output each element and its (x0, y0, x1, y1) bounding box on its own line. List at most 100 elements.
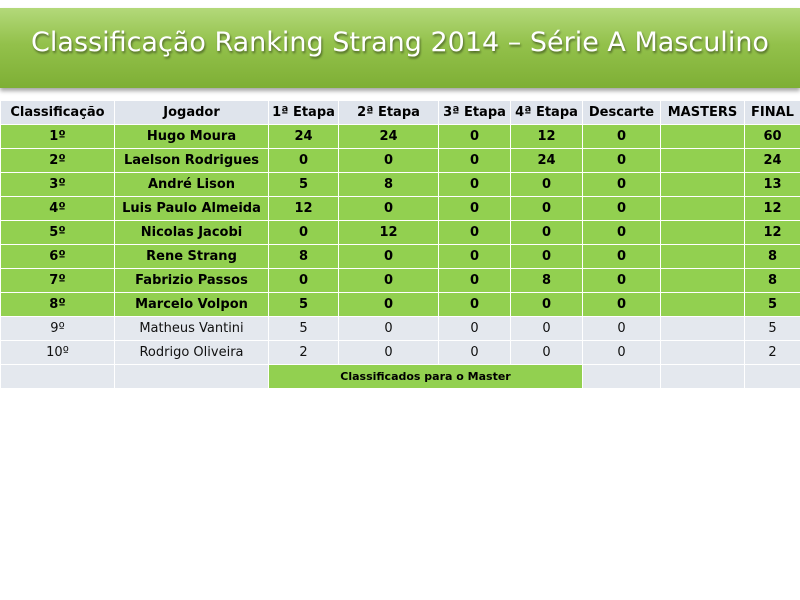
player-name: Luis Paulo Almeida (114, 196, 269, 221)
player-name: Rene Strang (114, 244, 269, 269)
legend-qualified: Classificados para o Master (268, 364, 583, 389)
legend-row: Classificados para o Master (0, 364, 800, 389)
etapa-1-score: 5 (268, 292, 339, 317)
etapa-2-score: 0 (338, 268, 439, 293)
etapa-2-score: 0 (338, 340, 439, 365)
etapa-4-score: 0 (510, 244, 583, 269)
table-row: 5º Nicolas Jacobi 0 12 0 0 0 12 (0, 220, 800, 245)
etapa-4-score: 12 (510, 124, 583, 149)
legend-spacer (114, 364, 269, 389)
descarte-score: 0 (582, 196, 661, 221)
masters-score (660, 124, 745, 149)
descarte-score: 0 (582, 316, 661, 341)
etapa-2-score: 8 (338, 172, 439, 197)
etapa-1-score: 0 (268, 148, 339, 173)
ranking-position: 2º (0, 148, 115, 173)
player-name: André Lison (114, 172, 269, 197)
final-score: 5 (744, 316, 800, 341)
descarte-score: 0 (582, 124, 661, 149)
etapa-2-score: 0 (338, 196, 439, 221)
etapa-3-score: 0 (438, 292, 511, 317)
player-name: Rodrigo Oliveira (114, 340, 269, 365)
etapa-4-score: 24 (510, 148, 583, 173)
final-score: 24 (744, 148, 800, 173)
etapa-1-score: 0 (268, 268, 339, 293)
legend-spacer (0, 364, 115, 389)
masters-score (660, 244, 745, 269)
masters-score (660, 220, 745, 245)
ranking-position: 7º (0, 268, 115, 293)
etapa-3-score: 0 (438, 244, 511, 269)
final-score: 5 (744, 292, 800, 317)
etapa-2-score: 0 (338, 292, 439, 317)
etapa-4-score: 0 (510, 316, 583, 341)
player-name: Hugo Moura (114, 124, 269, 149)
etapa-3-score: 0 (438, 196, 511, 221)
table-row: 4º Luis Paulo Almeida 12 0 0 0 0 12 (0, 196, 800, 221)
ranking-position: 10º (0, 340, 115, 365)
column-header-etapa-3: 3ª Etapa (438, 100, 511, 125)
ranking-table: Classificação Jogador 1ª Etapa 2ª Etapa … (0, 100, 800, 389)
header-row: Classificação Jogador 1ª Etapa 2ª Etapa … (0, 100, 800, 125)
final-score: 12 (744, 220, 800, 245)
descarte-score: 0 (582, 220, 661, 245)
etapa-3-score: 0 (438, 220, 511, 245)
descarte-score: 0 (582, 148, 661, 173)
player-name: Marcelo Volpon (114, 292, 269, 317)
table-row: 10º Rodrigo Oliveira 2 0 0 0 0 2 (0, 340, 800, 365)
descarte-score: 0 (582, 340, 661, 365)
table-row: 3º André Lison 5 8 0 0 0 13 (0, 172, 800, 197)
ranking-position: 1º (0, 124, 115, 149)
column-header-final: FINAL (744, 100, 800, 125)
table-row: 6º Rene Strang 8 0 0 0 0 8 (0, 244, 800, 269)
player-name: Fabrizio Passos (114, 268, 269, 293)
etapa-1-score: 0 (268, 220, 339, 245)
etapa-2-score: 24 (338, 124, 439, 149)
column-header-etapa-4: 4ª Etapa (510, 100, 583, 125)
table-row: 8º Marcelo Volpon 5 0 0 0 0 5 (0, 292, 800, 317)
etapa-3-score: 0 (438, 340, 511, 365)
ranking-position: 5º (0, 220, 115, 245)
table-row: 1º Hugo Moura 24 24 0 12 0 60 (0, 124, 800, 149)
table-row: 2º Laelson Rodrigues 0 0 0 24 0 24 (0, 148, 800, 173)
ranking-position: 8º (0, 292, 115, 317)
ranking-position: 9º (0, 316, 115, 341)
final-score: 60 (744, 124, 800, 149)
etapa-2-score: 0 (338, 244, 439, 269)
ranking-position: 6º (0, 244, 115, 269)
ranking-position: 4º (0, 196, 115, 221)
column-header-jogador: Jogador (114, 100, 269, 125)
final-score: 8 (744, 268, 800, 293)
etapa-1-score: 5 (268, 316, 339, 341)
masters-score (660, 196, 745, 221)
table-row: 7º Fabrizio Passos 0 0 0 8 0 8 (0, 268, 800, 293)
etapa-1-score: 5 (268, 172, 339, 197)
column-header-descarte: Descarte (582, 100, 661, 125)
etapa-4-score: 0 (510, 172, 583, 197)
table-row: 9º Matheus Vantini 5 0 0 0 0 5 (0, 316, 800, 341)
masters-score (660, 292, 745, 317)
masters-score (660, 268, 745, 293)
descarte-score: 0 (582, 244, 661, 269)
etapa-4-score: 0 (510, 196, 583, 221)
final-score: 12 (744, 196, 800, 221)
column-header-classificacao: Classificação (0, 100, 115, 125)
masters-score (660, 316, 745, 341)
player-name: Laelson Rodrigues (114, 148, 269, 173)
etapa-4-score: 8 (510, 268, 583, 293)
descarte-score: 0 (582, 292, 661, 317)
title-banner (0, 8, 800, 88)
ranking-body: 1º Hugo Moura 24 24 0 12 0 60 2º Laelson Rodrigue… (0, 124, 800, 365)
final-score: 13 (744, 172, 800, 197)
column-header-etapa-1: 1ª Etapa (268, 100, 339, 125)
etapa-3-score: 0 (438, 124, 511, 149)
final-score: 2 (744, 340, 800, 365)
etapa-2-score: 12 (338, 220, 439, 245)
player-name: Matheus Vantini (114, 316, 269, 341)
etapa-4-score: 0 (510, 340, 583, 365)
legend-spacer (744, 364, 800, 389)
etapa-4-score: 0 (510, 220, 583, 245)
masters-score (660, 340, 745, 365)
column-header-masters: MASTERS (660, 100, 745, 125)
descarte-score: 0 (582, 172, 661, 197)
